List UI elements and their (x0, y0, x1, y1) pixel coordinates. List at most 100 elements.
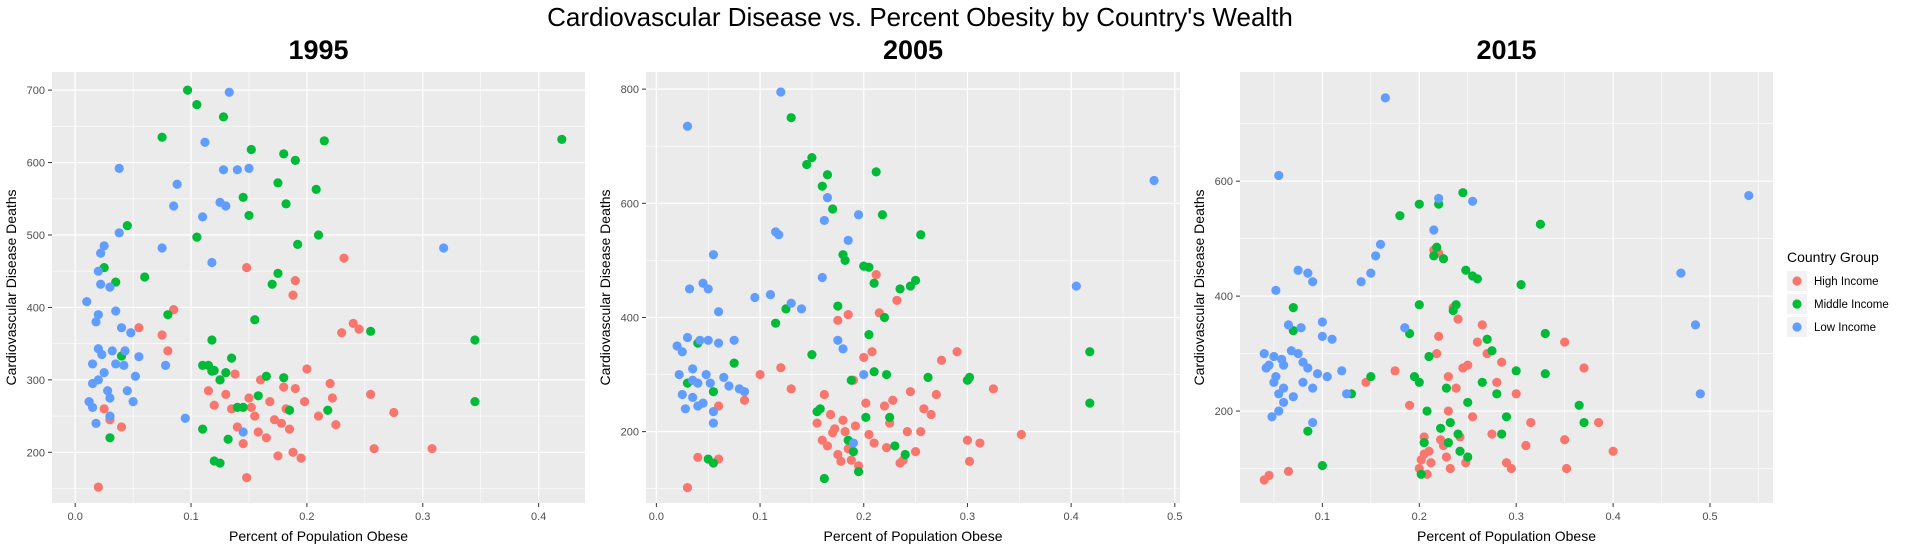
data-point (890, 441, 900, 451)
data-point (230, 369, 240, 379)
data-point (1429, 251, 1439, 261)
data-point (200, 137, 210, 147)
data-point (169, 201, 179, 211)
data-point (1312, 369, 1323, 379)
data-point (1422, 406, 1432, 416)
data-point (822, 441, 833, 451)
data-point (853, 467, 864, 477)
data-point (1487, 346, 1497, 356)
data-point (843, 235, 853, 246)
data-point (290, 383, 300, 394)
data-point (160, 360, 171, 370)
data-point (293, 239, 303, 249)
data-point (964, 456, 975, 466)
data-point (1322, 371, 1332, 382)
x-tick-label: 0.2 (1412, 511, 1427, 523)
data-point (1424, 351, 1434, 362)
data-point (885, 412, 895, 422)
data-point (1271, 285, 1281, 295)
panel-2015: 0.1 0.2 0.3 0.4 0.5 200 400 600 2015 Percent of P… (1191, 35, 1773, 544)
data-point (861, 412, 871, 422)
data-point (1458, 188, 1468, 198)
data-point (926, 409, 936, 420)
data-point (713, 338, 724, 348)
data-point (128, 396, 138, 407)
data-point (209, 400, 219, 410)
data-point (786, 113, 796, 123)
data-point (776, 363, 786, 373)
data-point (242, 473, 252, 483)
data-point (853, 210, 864, 220)
data-point (703, 284, 713, 294)
data-point (1690, 320, 1701, 330)
x-tick-label: 0.0 (68, 511, 83, 523)
data-point (1477, 320, 1487, 330)
data-point (1482, 334, 1492, 344)
y-tick-label: 400 (621, 312, 639, 324)
data-point (1279, 383, 1289, 393)
data-point (1472, 274, 1483, 284)
data-point (867, 347, 877, 357)
data-point (279, 382, 289, 392)
data-point (869, 367, 879, 377)
data-point (1744, 190, 1754, 201)
data-point (1414, 377, 1424, 387)
data-point (1303, 268, 1313, 278)
series-low-income (672, 87, 1159, 448)
data-point (916, 427, 926, 437)
data-point (99, 404, 109, 414)
data-point (269, 415, 280, 425)
data-point (279, 149, 289, 159)
data-point (892, 295, 902, 305)
panel-1995: 0.0 0.1 0.2 0.3 0.4 200 300 400 500 600 700 1995 Per… (3, 35, 585, 544)
data-point (1274, 170, 1284, 181)
data-point (244, 163, 254, 173)
legend-swatch (1792, 322, 1802, 332)
x-tick-label: 0.1 (1315, 511, 1330, 523)
y-tick-label: 600 (1215, 176, 1233, 188)
data-point (207, 257, 217, 268)
x-tick-label: 0.4 (1605, 511, 1620, 523)
data-point (1267, 412, 1277, 422)
y-axis-label: Cardiovascular Disease Deaths (3, 189, 19, 385)
data-point (103, 386, 113, 396)
data-point (828, 204, 838, 214)
legend-label: Low Income (1814, 322, 1876, 334)
panel-title: 2005 (883, 35, 943, 65)
data-point (1149, 175, 1159, 186)
data-point (817, 272, 827, 283)
data-point (910, 447, 921, 457)
data-point (1443, 406, 1453, 416)
x-tick-label: 0.5 (1167, 511, 1182, 523)
x-tick-label: 0.3 (415, 511, 430, 523)
data-point (1366, 371, 1376, 382)
legend-swatch (1792, 276, 1802, 286)
panels: 0.0 0.1 0.2 0.3 0.4 200 300 400 500 600 700 1995 Per… (3, 35, 1773, 544)
data-point (114, 163, 124, 173)
data-point (96, 279, 106, 289)
data-point (267, 279, 277, 289)
data-point (786, 384, 796, 394)
data-point (1071, 281, 1081, 291)
data-point (140, 272, 150, 282)
data-point (224, 87, 234, 97)
data-point (1414, 199, 1424, 209)
data-point (366, 389, 376, 399)
x-tick-label: 0.4 (1063, 511, 1078, 523)
data-point (313, 230, 324, 240)
data-point (299, 396, 310, 407)
data-point (1308, 417, 1318, 428)
data-point (1560, 435, 1570, 445)
data-point (677, 347, 687, 357)
data-point (1327, 334, 1337, 344)
data-point (250, 315, 260, 325)
data-point (879, 312, 890, 323)
data-point (848, 438, 858, 448)
series-low-income (1259, 93, 1754, 428)
data-point (1579, 363, 1589, 373)
data-point (815, 404, 825, 414)
series-middle-income (1288, 188, 1589, 479)
data-point (1472, 337, 1483, 347)
data-point (87, 359, 98, 369)
data-point (302, 364, 312, 374)
